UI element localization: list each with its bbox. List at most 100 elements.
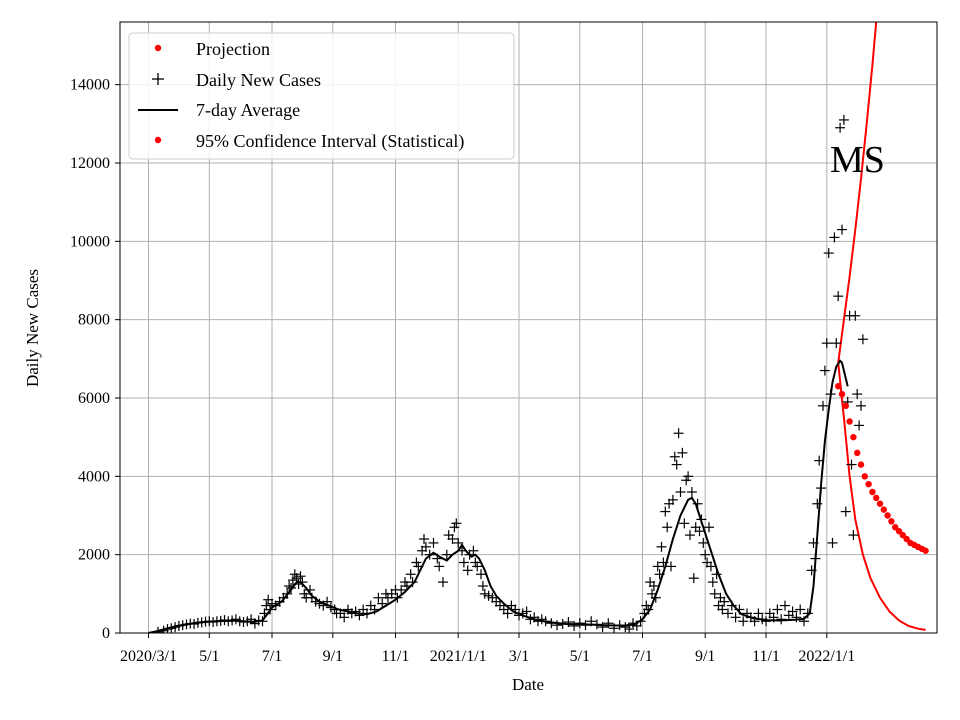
daily-case-marker <box>373 592 384 603</box>
daily-case-marker <box>284 581 295 591</box>
x-tick-label: 3/1 <box>509 648 529 665</box>
x-tick-label: 2021/1/1 <box>430 648 487 665</box>
x-tick-label: 2020/3/1 <box>120 648 177 665</box>
daily-case-marker <box>675 487 686 497</box>
daily-case-marker <box>666 561 676 572</box>
y-axis-title: Daily New Cases <box>23 269 42 387</box>
daily-case-marker <box>521 606 532 617</box>
daily-case-marker <box>719 596 730 607</box>
daily-case-marker <box>761 616 771 627</box>
daily-case-marker <box>648 581 659 591</box>
daily-case-marker <box>685 530 695 541</box>
daily-case-marker <box>833 291 844 302</box>
daily-case-marker <box>707 577 718 588</box>
daily-case-marker <box>552 620 562 631</box>
seven-day-average-line <box>148 359 849 633</box>
daily-case-marker <box>354 610 365 621</box>
daily-case-marker <box>838 114 849 125</box>
daily-case-marker <box>854 420 865 431</box>
legend-marker-confidence-interval <box>154 136 162 144</box>
projection-point <box>880 506 887 513</box>
daily-case-marker <box>840 506 851 517</box>
daily-case-marker <box>679 518 690 529</box>
daily-case-marker <box>823 248 834 259</box>
y-tick-label: 4000 <box>78 468 110 485</box>
daily-case-marker <box>669 451 680 462</box>
projection-point <box>869 488 876 496</box>
projection-point <box>922 547 929 554</box>
series-group <box>148 22 929 633</box>
daily-case-marker <box>502 608 513 619</box>
daily-case-marker <box>709 588 720 599</box>
y-tick-label: 12000 <box>70 155 110 172</box>
daily-case-marker <box>339 612 350 623</box>
daily-case-marker <box>829 232 840 243</box>
x-tick-label: 11/1 <box>382 648 410 665</box>
ci-upper-curve <box>837 22 878 363</box>
daily-case-marker <box>428 537 439 548</box>
daily-case-marker <box>677 447 688 458</box>
daily-case-marker <box>295 571 306 582</box>
daily-case-marker <box>671 459 682 470</box>
x-tick-label: 9/1 <box>695 648 715 665</box>
daily-case-marker <box>831 338 842 349</box>
daily-case-marker <box>476 569 486 580</box>
daily-case-marker <box>791 612 802 623</box>
daily-case-marker <box>857 334 868 345</box>
y-tick-label: 8000 <box>78 312 110 329</box>
daily-case-marker <box>850 310 861 321</box>
daily-case-marker <box>795 604 806 615</box>
daily-case-marker <box>451 518 462 529</box>
projection-point <box>884 512 891 519</box>
daily-case-marker <box>396 584 407 595</box>
projection-point <box>865 480 872 488</box>
daily-case-marker <box>818 400 828 411</box>
y-tick-label: 2000 <box>78 547 110 564</box>
daily-case-marker <box>753 608 764 619</box>
daily-case-marker <box>458 557 469 568</box>
daily-case-marker <box>688 573 699 584</box>
plot-area <box>148 22 929 633</box>
daily-case-marker <box>652 561 663 572</box>
daily-case-marker <box>420 541 431 552</box>
daily-case-marker <box>780 600 790 611</box>
projection-point <box>842 402 849 410</box>
daily-case-marker <box>660 506 671 517</box>
daily-case-marker <box>563 617 574 628</box>
daily-case-marker <box>821 338 832 349</box>
daily-case-marker <box>662 522 673 533</box>
daily-case-marker <box>574 618 585 629</box>
legend-label-daily-new-cases: Daily New Cases <box>196 70 321 90</box>
projection-point <box>876 500 884 507</box>
x-tick-label: 7/1 <box>262 648 282 665</box>
x-tick-label: 2022/1/1 <box>798 648 855 665</box>
ci-lower-curve <box>837 362 926 631</box>
legend-marker-projection <box>154 44 162 52</box>
daily-case-marker <box>848 530 859 541</box>
projection-point <box>888 518 895 525</box>
projection-point <box>854 449 861 457</box>
daily-case-marker <box>673 428 684 439</box>
daily-case-marker <box>730 612 741 623</box>
legend: Projection Daily New Cases 7-day Average… <box>128 32 515 160</box>
daily-case-marker <box>698 537 709 548</box>
x-tick-label: 5/1 <box>199 648 219 665</box>
daily-case-marker <box>462 565 473 576</box>
daily-case-marker <box>438 577 448 588</box>
legend-label-confidence-interval: 95% Confidence Interval (Statistical) <box>196 131 464 152</box>
daily-case-marker <box>704 522 714 533</box>
projection-point <box>846 418 853 425</box>
y-tick-label: 0 <box>102 625 110 642</box>
daily-case-marker <box>846 459 857 470</box>
legend-label-projection: Projection <box>196 39 270 59</box>
x-tick-label: 11/1 <box>752 648 780 665</box>
x-tick-label: 5/1 <box>570 648 590 665</box>
projection-point <box>835 383 842 390</box>
daily-case-marker <box>717 604 728 615</box>
x-tick-label: 7/1 <box>632 648 652 665</box>
annotation-ms: MS <box>830 139 885 181</box>
projection-point <box>861 473 868 480</box>
x-axis-title: Date <box>512 675 544 694</box>
daily-case-marker <box>700 549 711 560</box>
y-tick-label: 10000 <box>70 233 110 250</box>
